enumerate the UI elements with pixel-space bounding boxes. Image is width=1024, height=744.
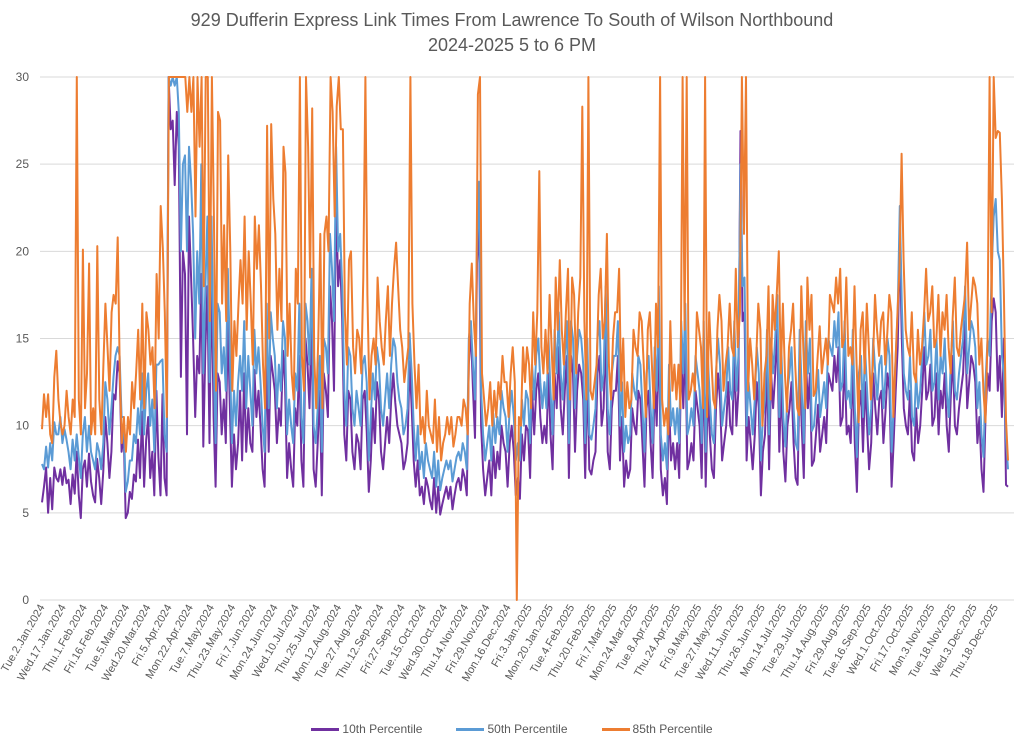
y-tick-label: 15 — [16, 332, 30, 346]
chart-title-line-1: 929 Dufferin Express Link Times From Law… — [190, 10, 834, 30]
y-tick-label: 30 — [16, 70, 30, 84]
legend-label-85th: 85th Percentile — [632, 722, 713, 736]
series-line-85th-percentile — [41, 76, 1009, 601]
y-tick-label: 0 — [22, 593, 29, 607]
chart-title: 929 Dufferin Express Link Times From Law… — [0, 8, 1024, 58]
x-axis-tick-labels: Tue.2.Jan.2024Wed.17.Jan.2024Thu.1.Feb.2… — [0, 602, 1001, 683]
y-tick-label: 25 — [16, 157, 30, 171]
chart-title-line-2: 2024-2025 5 to 6 PM — [427, 35, 597, 55]
y-tick-label: 10 — [16, 419, 30, 433]
y-tick-label: 20 — [16, 244, 30, 258]
legend-swatch-85th — [601, 727, 630, 731]
series-lines — [41, 76, 1009, 601]
series-line-10th-percentile — [41, 76, 1009, 520]
legend-label-10th: 10th Percentile — [342, 722, 423, 736]
y-axis-tick-labels: 0 5 10 15 20 25 30 — [16, 70, 30, 607]
legend: 10th Percentile 50th Percentile 85th Per… — [0, 722, 1024, 736]
legend-label-50th: 50th Percentile — [487, 722, 568, 736]
legend-swatch-50th — [456, 727, 485, 731]
legend-item-50th[interactable]: 50th Percentile — [456, 722, 568, 736]
legend-swatch-10th — [311, 727, 340, 731]
legend-item-85th[interactable]: 85th Percentile — [601, 722, 713, 736]
legend-item-10th[interactable]: 10th Percentile — [311, 722, 422, 736]
y-tick-label: 5 — [22, 506, 29, 520]
series-line-50th-percentile — [41, 76, 1009, 493]
